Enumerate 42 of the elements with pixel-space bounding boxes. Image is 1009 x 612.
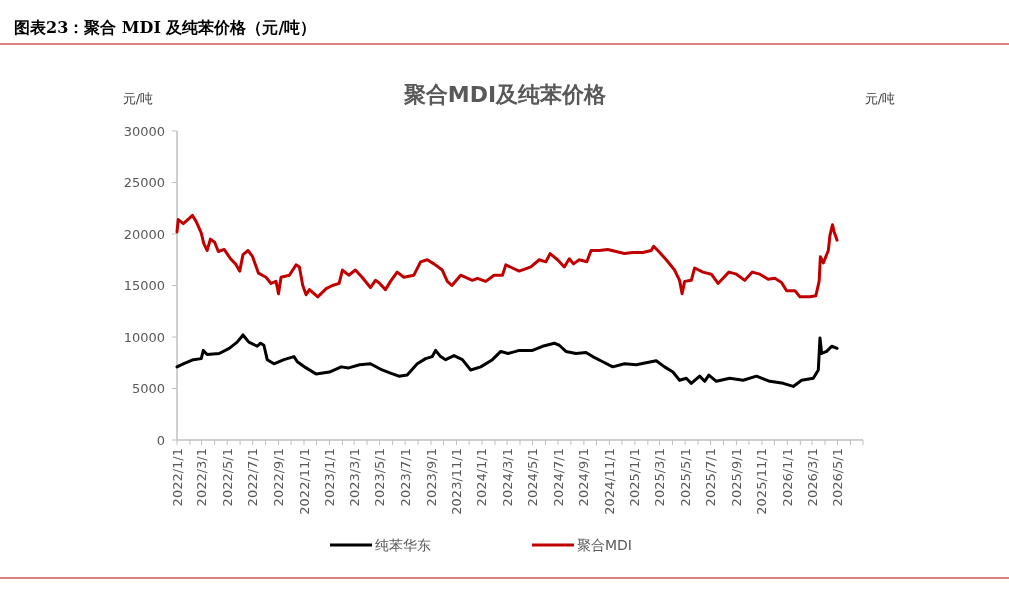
x-tick-label: 2026/3/1: [804, 448, 820, 507]
legend-label: 聚合MDI: [577, 537, 632, 553]
x-tick-label: 2024/9/1: [576, 448, 592, 507]
y-tick-label: 0: [156, 432, 165, 448]
y-tick-label: 20000: [123, 226, 165, 242]
x-tick-label: 2022/3/1: [194, 448, 210, 507]
x-tick-label: 2024/5/1: [525, 448, 541, 507]
y-tick-label: 25000: [123, 175, 165, 190]
x-tick-label: 2025/5/1: [677, 448, 693, 507]
y-tick-label: 5000: [131, 381, 165, 396]
legend-label: 纯苯华东: [375, 537, 431, 553]
x-tick-label: 2025/7/1: [703, 448, 719, 507]
line-series: [175, 333, 839, 388]
x-tick-label: 2023/9/1: [423, 448, 439, 507]
x-tick-label: 2023/11/1: [449, 448, 464, 515]
x-tick-label: 2022/9/1: [271, 448, 287, 507]
x-tick-label: 2024/1/1: [474, 448, 490, 507]
x-tick-label: 2023/3/1: [346, 448, 362, 507]
x-tick-label: 2022/1/1: [169, 448, 185, 507]
chart-title: 图表23：聚合 MDI 及纯苯价格（元/吨）: [14, 18, 317, 37]
y-tick-label: 15000: [123, 278, 165, 293]
y2-axis-title: 元/吨: [864, 91, 896, 106]
x-tick-label: 2025/11/1: [754, 448, 770, 515]
x-tick-label: 2024/3/1: [499, 448, 515, 507]
x-tick-label: 2022/5/1: [219, 448, 235, 507]
y-axis-title: 元/吨: [122, 91, 154, 106]
line-series: [175, 213, 839, 299]
x-tick-label: 2024/7/1: [550, 448, 566, 507]
x-tick-label: 2022/7/1: [245, 448, 261, 507]
y-tick-label: 30000: [123, 123, 165, 139]
x-tick-label: 2023/7/1: [397, 448, 413, 507]
x-tick-label: 2023/1/1: [321, 448, 337, 507]
x-tick-label: 2024/11/1: [601, 448, 617, 515]
y-tick-label: 10000: [123, 329, 165, 345]
x-tick-label: 2025/1/1: [627, 448, 643, 507]
x-tick-label: 2026/5/1: [830, 448, 846, 507]
x-tick-label: 2025/9/1: [728, 448, 744, 507]
x-tick-label: 2023/5/1: [372, 448, 388, 507]
x-tick-label: 2026/1/1: [779, 448, 795, 507]
chart-subtitle: 聚合MDI及纯苯价格: [402, 82, 608, 107]
x-tick-label: 2022/11/1: [296, 448, 312, 515]
x-tick-label: 2025/3/1: [652, 448, 668, 507]
